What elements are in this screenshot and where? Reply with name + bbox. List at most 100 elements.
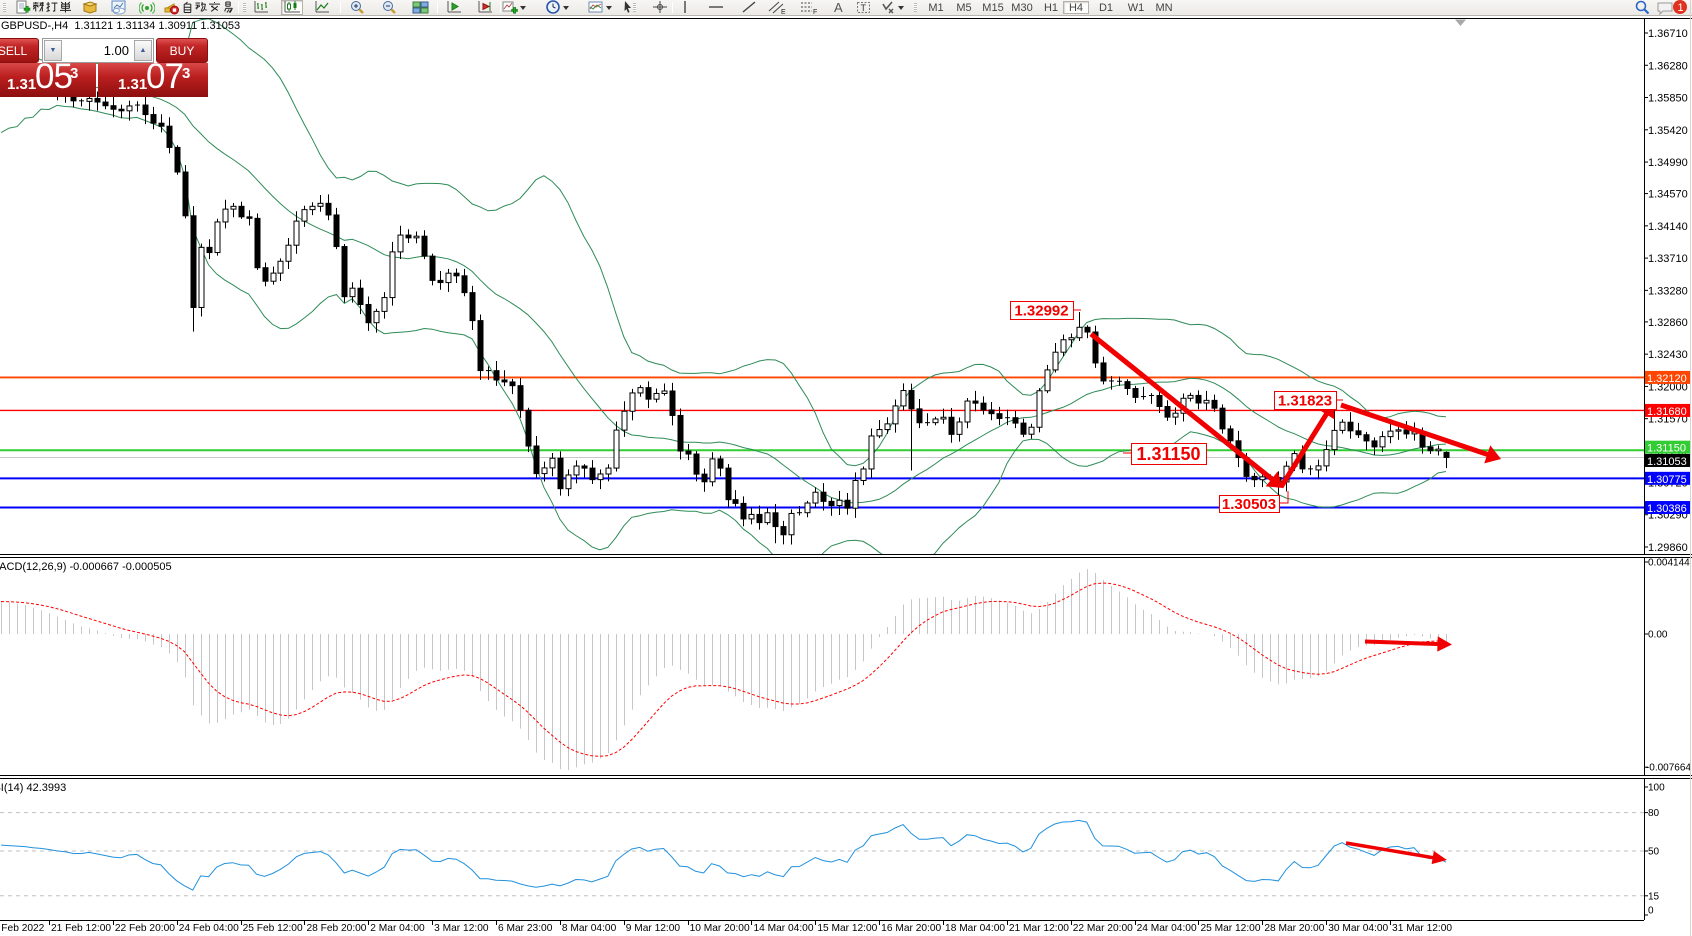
rsi-label: RSI(14) 42.3993 — [0, 782, 66, 794]
zoom-out-button[interactable] — [381, 0, 398, 15]
chart-shift-button[interactable] — [476, 0, 494, 15]
period-button-M30[interactable]: M30 — [1011, 1, 1033, 14]
trend-arrow-3-head[interactable] — [1484, 445, 1501, 464]
trendline-button[interactable] — [741, 0, 757, 15]
candle-body — [341, 246, 348, 298]
candle-body — [301, 209, 308, 222]
period-button-H4[interactable]: H4 — [1063, 1, 1089, 14]
price-chart[interactable]: 1.36710 1.36280 1.35850 1.35420 1.34990 1.345… — [0, 19, 1692, 554]
price-tick-label: 1.35850 — [1648, 93, 1688, 105]
autotrading-button[interactable] — [163, 0, 234, 15]
vertical-line-button[interactable] — [678, 0, 692, 15]
candle-body — [1331, 429, 1338, 451]
candle-body — [669, 390, 676, 416]
toolbar-grip[interactable] — [914, 3, 917, 12]
candle-body — [788, 512, 795, 536]
period-button-MN[interactable]: MN — [1155, 1, 1173, 14]
period-button-H1[interactable]: H1 — [1043, 1, 1059, 14]
macd-arrow-head[interactable] — [1437, 636, 1452, 652]
period-button-M15[interactable]: M15 — [982, 1, 1004, 14]
candle-body — [1315, 465, 1322, 471]
sell-price[interactable]: 1.31 05 3 — [0, 57, 96, 97]
price-tick-label: 1.33280 — [1648, 285, 1688, 297]
channel-button[interactable]: E — [768, 0, 786, 15]
candlestick-chart-button[interactable] — [281, 0, 303, 15]
macd-histogram — [1, 569, 1447, 770]
annotation-price-label[interactable]: 1.31150 — [1136, 444, 1200, 464]
rsi-arrow-shaft[interactable] — [1345, 841, 1435, 860]
buy-button[interactable]: BUY — [156, 38, 208, 63]
sell-button[interactable]: SELL — [0, 38, 39, 63]
buy-price[interactable]: 1.31 07 3 — [98, 57, 208, 97]
toolbar-grip[interactable] — [633, 3, 636, 12]
annotation-box[interactable] — [1010, 301, 1074, 320]
line-chart-icon — [315, 1, 329, 13]
volume-value[interactable]: 1.00 — [103, 43, 129, 58]
trend-arrow-1-shaft[interactable] — [1089, 332, 1275, 483]
candle-body — [1132, 388, 1139, 398]
search-icon — [1635, 0, 1650, 15]
annotation-price-label[interactable]: 1.32992 — [1014, 302, 1068, 319]
new-order-button[interactable] — [15, 0, 73, 15]
crosshair-button[interactable] — [652, 0, 668, 15]
toolbar-grip[interactable] — [243, 3, 246, 12]
mql5-button[interactable] — [111, 0, 127, 15]
candle-body — [198, 246, 205, 308]
annotation-price-label[interactable]: 1.30503 — [1222, 496, 1276, 513]
annotation-box[interactable] — [1219, 495, 1280, 513]
macd-arrow-shaft[interactable] — [1364, 639, 1440, 647]
bar-chart-button[interactable] — [252, 0, 270, 15]
candle-body — [1339, 421, 1346, 431]
svg-text:E: E — [781, 9, 786, 15]
periods-button[interactable] — [545, 0, 570, 15]
zoom-in-button[interactable] — [349, 0, 366, 15]
trend-arrow-3-shaft[interactable] — [1340, 402, 1490, 458]
notifications-button[interactable]: 1 — [1656, 0, 1690, 15]
period-button-D1[interactable]: D1 — [1098, 1, 1114, 14]
market-watch-button[interactable] — [82, 0, 98, 15]
text-label-button[interactable]: T — [856, 0, 872, 15]
trend-arrow-1-head[interactable] — [1265, 471, 1283, 488]
horizontal-line-button[interactable] — [708, 0, 724, 15]
line-chart-button[interactable] — [313, 0, 331, 15]
candle-body — [972, 400, 979, 404]
fibonacci-button[interactable]: F — [800, 0, 818, 15]
toolbar-grip[interactable] — [3, 3, 6, 12]
period-button-M5[interactable]: M5 — [956, 1, 972, 14]
templates-button[interactable] — [588, 0, 613, 15]
signals-button[interactable] — [139, 0, 155, 15]
annotation-price-label[interactable]: 1.31823 — [1278, 392, 1332, 409]
annotation-box[interactable] — [1274, 391, 1337, 410]
time-label: 24 Feb 04:00 — [179, 923, 239, 934]
auto-scroll-button[interactable] — [445, 0, 463, 15]
volume-decrease-button[interactable]: ▼ — [44, 40, 62, 61]
rsi-tick-label: 50 — [1648, 847, 1660, 858]
rsi-arrow-head[interactable] — [1431, 851, 1447, 865]
volume-increase-button[interactable]: ▲ — [134, 40, 152, 61]
search-button[interactable] — [1634, 0, 1651, 15]
text-button[interactable]: A — [832, 0, 846, 15]
candle-body — [405, 234, 412, 239]
crosshair-icon — [653, 1, 667, 13]
indicators-button[interactable] — [502, 0, 527, 15]
period-button-M1[interactable]: M1 — [928, 1, 944, 14]
macd-panel[interactable]: 0.004144 0.00 -0.007664 MACD(12,26,9) -0.00… — [0, 558, 1692, 775]
period-button-W1[interactable]: W1 — [1127, 1, 1145, 14]
candle-body — [1403, 429, 1410, 435]
svg-text:T: T — [861, 3, 867, 13]
cursor-button[interactable] — [620, 0, 636, 15]
rsi-panel-separator[interactable] — [0, 775, 1692, 779]
price-tick-label: 1.32860 — [1648, 317, 1688, 329]
trend-arrow-2-shaft[interactable] — [1278, 411, 1330, 489]
tile-windows-button[interactable] — [412, 0, 429, 15]
candle-body — [246, 216, 253, 219]
notification-badge: 1 — [1678, 2, 1684, 14]
annotation-box[interactable] — [1131, 443, 1207, 465]
time-label: 31 Mar 12:00 — [1392, 923, 1452, 934]
chart-shift-marker[interactable] — [1455, 19, 1466, 27]
candle-body — [477, 320, 484, 372]
time-label: 15 Mar 12:00 — [817, 923, 877, 934]
arrows-button[interactable] — [880, 0, 905, 15]
macd-panel-separator[interactable] — [0, 554, 1692, 558]
rsi-panel[interactable]: 100 80 50 15 0 RSI(14) 42.3993 17 Feb 2022 21 F… — [0, 779, 1692, 936]
